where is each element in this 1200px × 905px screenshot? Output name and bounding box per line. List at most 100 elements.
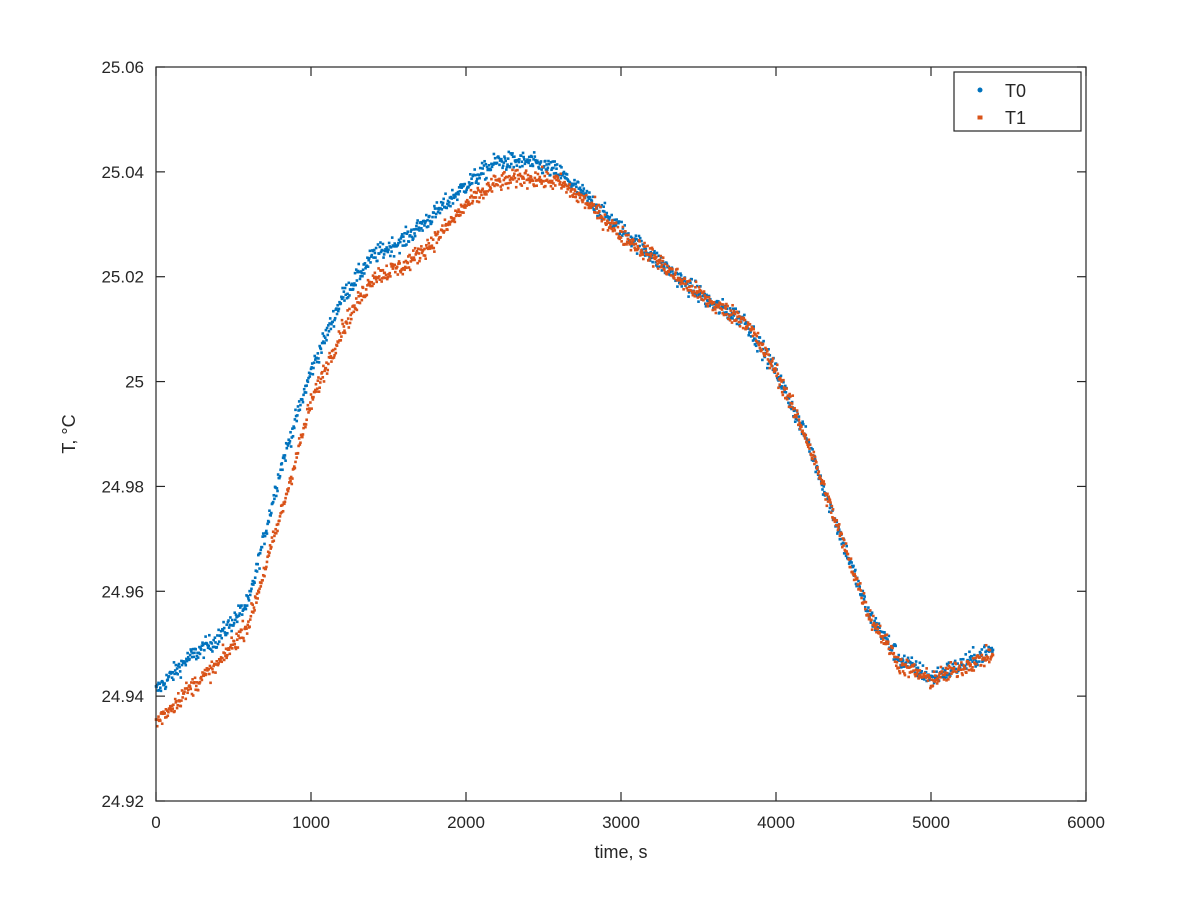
t1-point [651, 248, 654, 251]
t0-point [328, 317, 332, 320]
t1-point [829, 501, 832, 504]
t0-point [364, 266, 367, 270]
t0-point [292, 425, 295, 428]
t1-point [408, 253, 411, 257]
t1-point [731, 303, 734, 307]
t1-point [537, 177, 541, 181]
t0-point [501, 166, 504, 170]
t1-point [913, 672, 917, 676]
t0-point [844, 554, 848, 558]
t1-point [223, 652, 227, 655]
t1-point [971, 657, 975, 660]
t1-point [366, 284, 369, 287]
t0-point [381, 248, 384, 252]
t0-point [346, 292, 349, 296]
t0-point [327, 329, 331, 333]
t1-point [569, 190, 573, 193]
t1-point [391, 267, 395, 270]
t0-point [296, 405, 300, 408]
t1-point [184, 697, 188, 701]
t1-point [555, 178, 558, 182]
t1-point [844, 542, 848, 545]
t1-point [301, 433, 305, 436]
t1-point [955, 670, 958, 674]
t1-point [295, 456, 299, 459]
t1-point [720, 303, 723, 306]
t0-point [959, 658, 963, 661]
t1-point [415, 251, 418, 255]
t0-point [173, 672, 176, 676]
t1-point [588, 202, 592, 206]
t0-point [910, 656, 914, 659]
t1-point [624, 230, 627, 233]
t1-point [898, 669, 901, 673]
t0-point [432, 211, 436, 215]
t1-point [426, 238, 429, 242]
t0-point [420, 222, 424, 225]
t1-point [239, 630, 242, 634]
t1-point [326, 368, 330, 372]
y-tick-label: 25.06 [101, 58, 144, 77]
t0-point [379, 250, 383, 254]
t1-point [452, 217, 456, 220]
t1-point [688, 279, 692, 282]
t1-point [513, 172, 516, 176]
t1-point [459, 213, 462, 217]
t1-point [319, 377, 323, 381]
t1-point [960, 672, 964, 675]
t1-point [638, 254, 642, 257]
t0-point [531, 164, 535, 168]
t1-point [183, 687, 187, 690]
t1-point [797, 423, 800, 427]
t0-point [270, 511, 273, 515]
t0-point [428, 214, 431, 218]
t1-point [669, 274, 673, 277]
t1-point [634, 242, 638, 246]
t0-point [172, 661, 176, 664]
t1-point [729, 309, 733, 312]
t0-point [268, 509, 271, 513]
t1-point [598, 209, 601, 213]
t1-point [721, 311, 724, 315]
t0-point [361, 268, 365, 272]
t1-point [770, 364, 773, 368]
t0-point [470, 181, 474, 185]
t1-point [678, 277, 682, 280]
t0-point [359, 270, 363, 273]
t0-point [875, 629, 879, 632]
t1-point [687, 285, 691, 289]
t1-point [912, 669, 915, 672]
t0-point [482, 172, 485, 176]
t1-point [549, 179, 552, 183]
t1-point [641, 253, 644, 256]
t1-point [317, 376, 320, 379]
t1-point [230, 636, 233, 639]
t1-point [305, 407, 309, 411]
t0-point [990, 646, 994, 650]
t1-point [307, 411, 310, 414]
t0-point [835, 520, 839, 524]
t1-point [725, 302, 728, 306]
t1-point [892, 651, 896, 655]
t0-point [463, 182, 467, 186]
t1-point [539, 178, 543, 182]
t1-point [893, 660, 897, 663]
t0-point [370, 253, 374, 257]
t1-point [511, 178, 515, 181]
t1-point [713, 305, 716, 309]
t0-point [807, 440, 811, 444]
t1-point [195, 681, 199, 684]
t0-point [581, 189, 585, 193]
t1-point [630, 242, 633, 245]
t1-point [731, 311, 735, 315]
t1-point [217, 662, 220, 665]
t1-point [454, 209, 457, 213]
t1-point [457, 208, 460, 211]
t1-point [708, 298, 711, 302]
t1-point [549, 184, 553, 188]
t1-point [359, 292, 362, 296]
t0-point [306, 380, 310, 384]
t1-point [787, 394, 790, 398]
t0-point [246, 595, 250, 598]
t0-point [400, 233, 404, 236]
